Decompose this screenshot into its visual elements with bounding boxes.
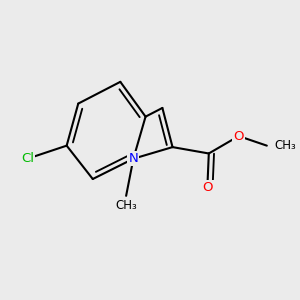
- Text: O: O: [233, 130, 244, 142]
- Text: N: N: [128, 152, 138, 165]
- Text: CH₃: CH₃: [274, 139, 296, 152]
- Text: CH₃: CH₃: [115, 199, 137, 212]
- Text: Cl: Cl: [21, 152, 34, 165]
- Text: O: O: [202, 181, 213, 194]
